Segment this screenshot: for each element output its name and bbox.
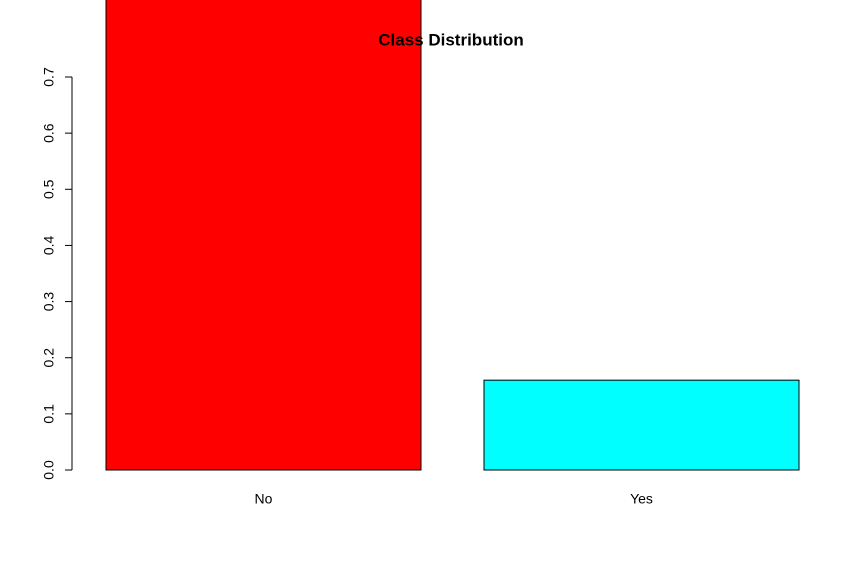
y-tick-label: 0.4	[41, 235, 57, 255]
x-tick-label: No	[255, 491, 273, 507]
chart-title: Class Distribution	[378, 30, 523, 49]
y-tick-label: 0.5	[41, 179, 57, 199]
y-tick-label: 0.7	[41, 67, 57, 87]
y-tick-label: 0.6	[41, 123, 57, 143]
bar	[105, 0, 422, 471]
y-tick-label: 0.1	[41, 404, 57, 424]
bar	[483, 379, 800, 471]
x-tick-label: Yes	[630, 491, 653, 507]
y-tick-label: 0.3	[41, 292, 57, 312]
y-tick-label: 0.2	[41, 348, 57, 368]
y-tick-label: 0.0	[41, 460, 57, 480]
